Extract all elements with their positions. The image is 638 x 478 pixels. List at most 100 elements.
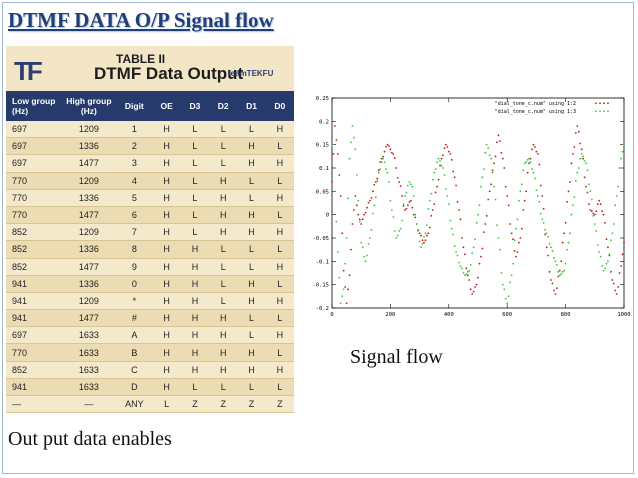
cell-high-group: 1633 [61,343,117,362]
series-2-point [367,242,370,245]
series-2-point [407,184,409,187]
series-2-point [468,269,471,272]
series-2-point [369,237,371,239]
series-1-point [531,148,533,151]
series-2-point [598,251,601,253]
series-2-point [590,198,593,201]
cell-d3: H [180,292,210,311]
series-1-point [539,184,542,187]
series-2-point [541,218,544,221]
series-1-point [516,251,519,253]
cell-high-group: 1477 [61,309,117,328]
series-1-point [468,279,471,281]
cell-d3: H [180,343,210,362]
y-tick-label: -0.2 [316,306,329,312]
cell-d1: L [237,309,266,328]
header-d3: D3 [180,91,210,121]
series-2-point [354,148,357,151]
cell-digit: 4 [116,172,153,190]
series-2-point [395,237,398,239]
series-1-point [469,288,472,291]
series-1-point [496,141,498,144]
series-1-point [612,282,615,285]
cell-digit: 3 [116,154,153,173]
series-2-point [534,177,536,180]
series-1-point [611,279,614,281]
series-1-point [513,249,516,252]
series-2-point [456,254,459,257]
y-tick-label: 0 [326,213,329,219]
series-1-point [450,158,453,161]
series-1-point [554,293,557,295]
table-brand: teamTEKFU [228,69,274,78]
series-1-point [385,145,387,148]
series-2-point [424,232,427,235]
cell-oe: H [152,275,181,293]
series-1-point [423,241,425,244]
series-2-point [484,151,487,154]
series-2-point [547,235,549,238]
header-digit: Digit [116,91,153,121]
series-1-point [347,288,349,291]
header-oe: OE [152,91,181,121]
legend-marker-1 [595,102,597,105]
series-2-point [388,181,390,183]
cell-d3: L [180,223,210,242]
cell-oe: H [152,343,181,362]
table-title: DTMF Data Output [94,64,244,83]
series-2-point [506,302,509,305]
series-2-point [415,223,418,225]
series-1-point [453,176,456,179]
series-1-point [477,276,479,279]
series-2-point [477,213,479,216]
series-2-point [355,174,358,176]
series-2-point [583,160,586,162]
series-2-point [542,221,545,224]
series-1-point [399,185,402,187]
cell-d2: L [209,378,238,397]
series-1-point [475,283,478,286]
series-1-point [497,134,500,137]
series-2-point [523,162,526,165]
series-1-point [620,265,622,267]
series-2-point [446,195,449,197]
series-2-point [621,150,624,153]
series-2-point [370,228,373,231]
cell-oe: H [152,240,181,259]
cell-oe: H [152,378,181,397]
series-1-point [602,213,605,216]
series-1-point [348,274,351,277]
cell-d2: L [209,275,238,293]
series-1-point [506,195,509,197]
cell-high-group: 1336 [61,240,117,259]
table-row: 770 1336 5 H L H L H [6,189,294,207]
dtmf-data-table: Low group (Hz) High group (Hz) Digit OE … [6,91,294,414]
series-2-point [507,295,510,298]
series-2-point [389,199,392,202]
cell-d0: H [265,154,294,173]
series-1-point [430,214,433,217]
table-row: 697 1477 3 H L L H H [6,154,294,173]
cell-oe: L [152,395,181,414]
series-1-point [342,269,345,272]
cell-digit: A [116,326,153,345]
series-2-point [566,248,568,251]
series-1-point [555,287,558,290]
series-2-point [538,200,541,203]
cell-digit: 6 [116,206,153,225]
series-1-point [520,227,523,230]
series-1-point [494,155,497,158]
x-tick-label: 400 [444,312,454,318]
series-2-point [452,233,455,236]
series-2-point [516,218,519,221]
series-1-point [572,153,574,155]
series-2-point [536,195,539,197]
cell-oe: H [152,258,181,276]
series-1-point [456,200,459,203]
series-2-point [417,228,420,231]
cell-d1: L [237,121,266,139]
series-1-point [374,181,377,183]
cell-d3: L [180,121,210,139]
series-2-point [572,204,574,207]
cell-d2: L [209,240,238,259]
